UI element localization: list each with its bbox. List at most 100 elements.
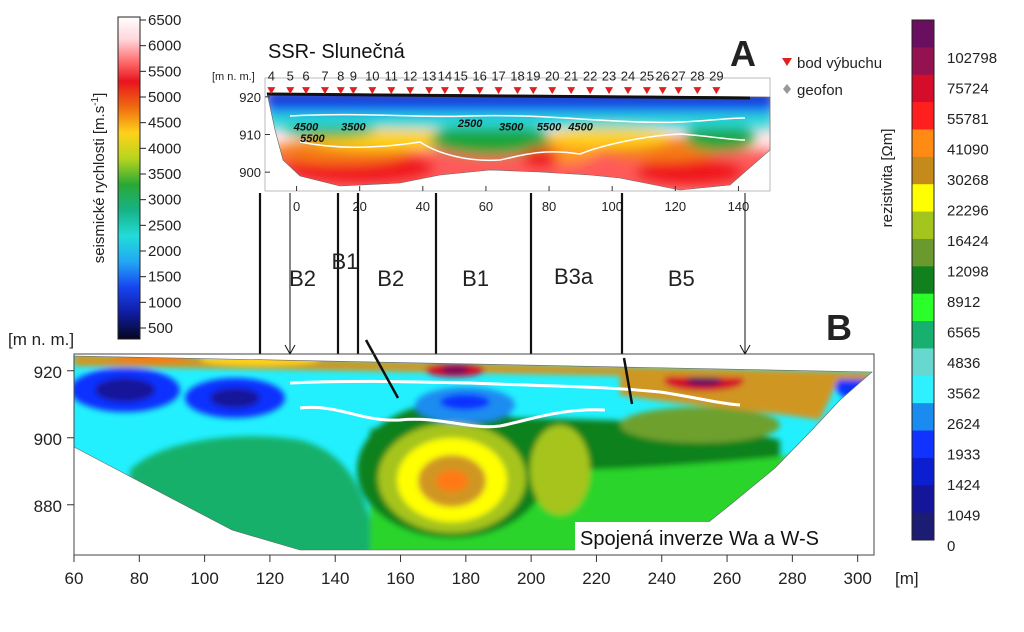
- shot-point-marker: [475, 87, 484, 95]
- panel-a-refractor-upper: [289, 113, 746, 124]
- blob-yellow-right: [550, 128, 670, 148]
- panel-b-xlabel: [m]: [895, 569, 919, 588]
- velocity-colorbar-label: seismické rychlosti [m.s-1]: [90, 93, 108, 264]
- velocity-tick-label: 4500: [148, 115, 181, 132]
- panel-a-x-ticks: 0 20 40 60 80 100 120 140: [293, 186, 749, 214]
- panel-a-refractor-lower: [299, 133, 746, 162]
- velocity-tick-label: 2000: [148, 243, 181, 260]
- shot-point-marker: [623, 87, 632, 95]
- panel-b-y-tick-label: 900: [34, 430, 62, 449]
- shot-point-label: 17: [491, 69, 505, 84]
- panel-a-y-tick-label: 900: [239, 165, 261, 180]
- shot-point-label: 26: [655, 69, 669, 84]
- annotation-box: [575, 522, 871, 552]
- blob-navy-west-a: [95, 378, 155, 402]
- resistivity-swatch: [912, 457, 934, 486]
- panel-a-x-tick-label: 40: [416, 199, 430, 214]
- resistivity-swatch: [912, 211, 934, 240]
- panel-b-x-tick-label: 120: [256, 569, 284, 588]
- panel-a: SSR- Slunečná A [m n. m.]: [212, 33, 882, 214]
- resistivity-swatch: [912, 20, 934, 48]
- panel-a-x-tick-label: 20: [352, 199, 366, 214]
- shot-point-label: 15: [453, 69, 467, 84]
- resistivity-colorbar-label: rezistivita [Ωm]: [879, 129, 896, 228]
- shot-point-label: 6: [302, 69, 309, 84]
- resistivity-tick-label: 3562: [947, 386, 980, 403]
- panel-b-ylabel: [m n. m.]: [8, 330, 74, 349]
- panel-b-y-ticks: 920 900 880: [34, 363, 74, 516]
- panel-b-x-tick-label: 160: [386, 569, 414, 588]
- velocity-tick-label: 4000: [148, 140, 181, 157]
- shot-point-label: 29: [709, 69, 723, 84]
- resistivity-swatch: [912, 348, 934, 377]
- isoline-label: 3500: [341, 122, 366, 134]
- shot-point-marker: [494, 87, 503, 95]
- blob-purple-top: [441, 366, 469, 374]
- panel-b-refractor-upper: [289, 379, 741, 407]
- shot-point-marker: [267, 87, 276, 95]
- shot-point-label: 11: [385, 69, 399, 84]
- panel-b-x-tick-label: 260: [713, 569, 741, 588]
- resistivity-tick-label: 1933: [947, 447, 980, 464]
- resistivity-tick-label: 12098: [947, 264, 989, 281]
- resistivity-swatch: [912, 403, 934, 432]
- isoline-label: 3500: [499, 122, 524, 134]
- shot-point-marker: [286, 87, 295, 95]
- velocity-tick-label: 500: [148, 320, 173, 337]
- velocity-colorbar-label-sup: -1: [90, 96, 101, 105]
- blob-lightgreen-center: [530, 425, 590, 515]
- panel-b-x-tick-label: 280: [778, 569, 806, 588]
- resistivity-swatch: [912, 293, 934, 322]
- legend-geophone-label: geofon: [797, 82, 843, 99]
- panel-b-x-tick-label: 300: [843, 569, 871, 588]
- isoline-label: 4500: [293, 122, 319, 134]
- shot-point-marker: [349, 87, 358, 95]
- panel-b-x-tick-label: 140: [321, 569, 349, 588]
- shot-point-label: 19: [526, 69, 540, 84]
- panel-a-surface: [266, 92, 751, 100]
- shot-point-label: 27: [671, 69, 685, 84]
- shot-point-label: 18: [510, 69, 524, 84]
- panel-a-y-tick-label: 910: [239, 128, 261, 143]
- zone-label: B3a: [554, 264, 594, 289]
- resistivity-colorbar-border: [911, 19, 935, 541]
- resistivity-tick-label: 8912: [947, 294, 980, 311]
- panel-a-ylabel: [m n. m.]: [212, 71, 255, 83]
- shot-point-marker: [336, 87, 345, 95]
- shot-point-marker: [548, 87, 557, 95]
- resistivity-swatch: [912, 375, 934, 404]
- isoline-label: 5500: [537, 122, 562, 134]
- velocity-colorbar-label-main: seismické rychlosti [m.s: [91, 106, 108, 264]
- resistivity-tick-label: 30268: [947, 172, 989, 189]
- velocity-colorbar-ticks: 6500 6000 5500 5000 4500 4000 3500 3000 2500 2000…: [140, 12, 181, 337]
- zone-label: B2: [377, 266, 404, 291]
- zone-label: B2: [289, 266, 316, 291]
- shot-point-marker: [712, 87, 721, 95]
- blob-red-bump: [522, 148, 558, 168]
- panel-b-x-ticks: 60 80 100 120 140 160 180 200 220 240 260 280 300: [65, 555, 872, 588]
- blob-orange-top: [110, 356, 190, 363]
- shot-point-marker: [513, 87, 522, 95]
- resistivity-swatch: [912, 74, 934, 103]
- velocity-tick-label: 2500: [148, 217, 181, 234]
- panel-a-x-tick-label: 100: [601, 199, 623, 214]
- resistivity-tick-label: 16424: [947, 233, 989, 250]
- blob-blue-band: [267, 98, 770, 112]
- resistivity-swatch: [912, 430, 934, 459]
- resistivity-swatch: [912, 321, 934, 349]
- panel-a-outline: [266, 92, 771, 191]
- velocity-colorbar-label-close: ]: [91, 93, 108, 97]
- shot-point-label: 12: [403, 69, 417, 84]
- zone-label: B1: [462, 266, 489, 291]
- shot-point-marker: [567, 87, 576, 95]
- resistivity-tick-label: 55781: [947, 111, 989, 128]
- panel-b-y-tick-label: 880: [34, 497, 62, 516]
- blob-purple-east: [686, 376, 722, 386]
- panel-a-label: A: [730, 33, 756, 74]
- resistivity-swatch: [912, 156, 934, 185]
- velocity-tick-label: 5000: [148, 89, 181, 106]
- resistivity-swatch: [912, 184, 934, 213]
- shot-point-marker: [302, 87, 311, 95]
- shot-point-marker: [693, 87, 702, 95]
